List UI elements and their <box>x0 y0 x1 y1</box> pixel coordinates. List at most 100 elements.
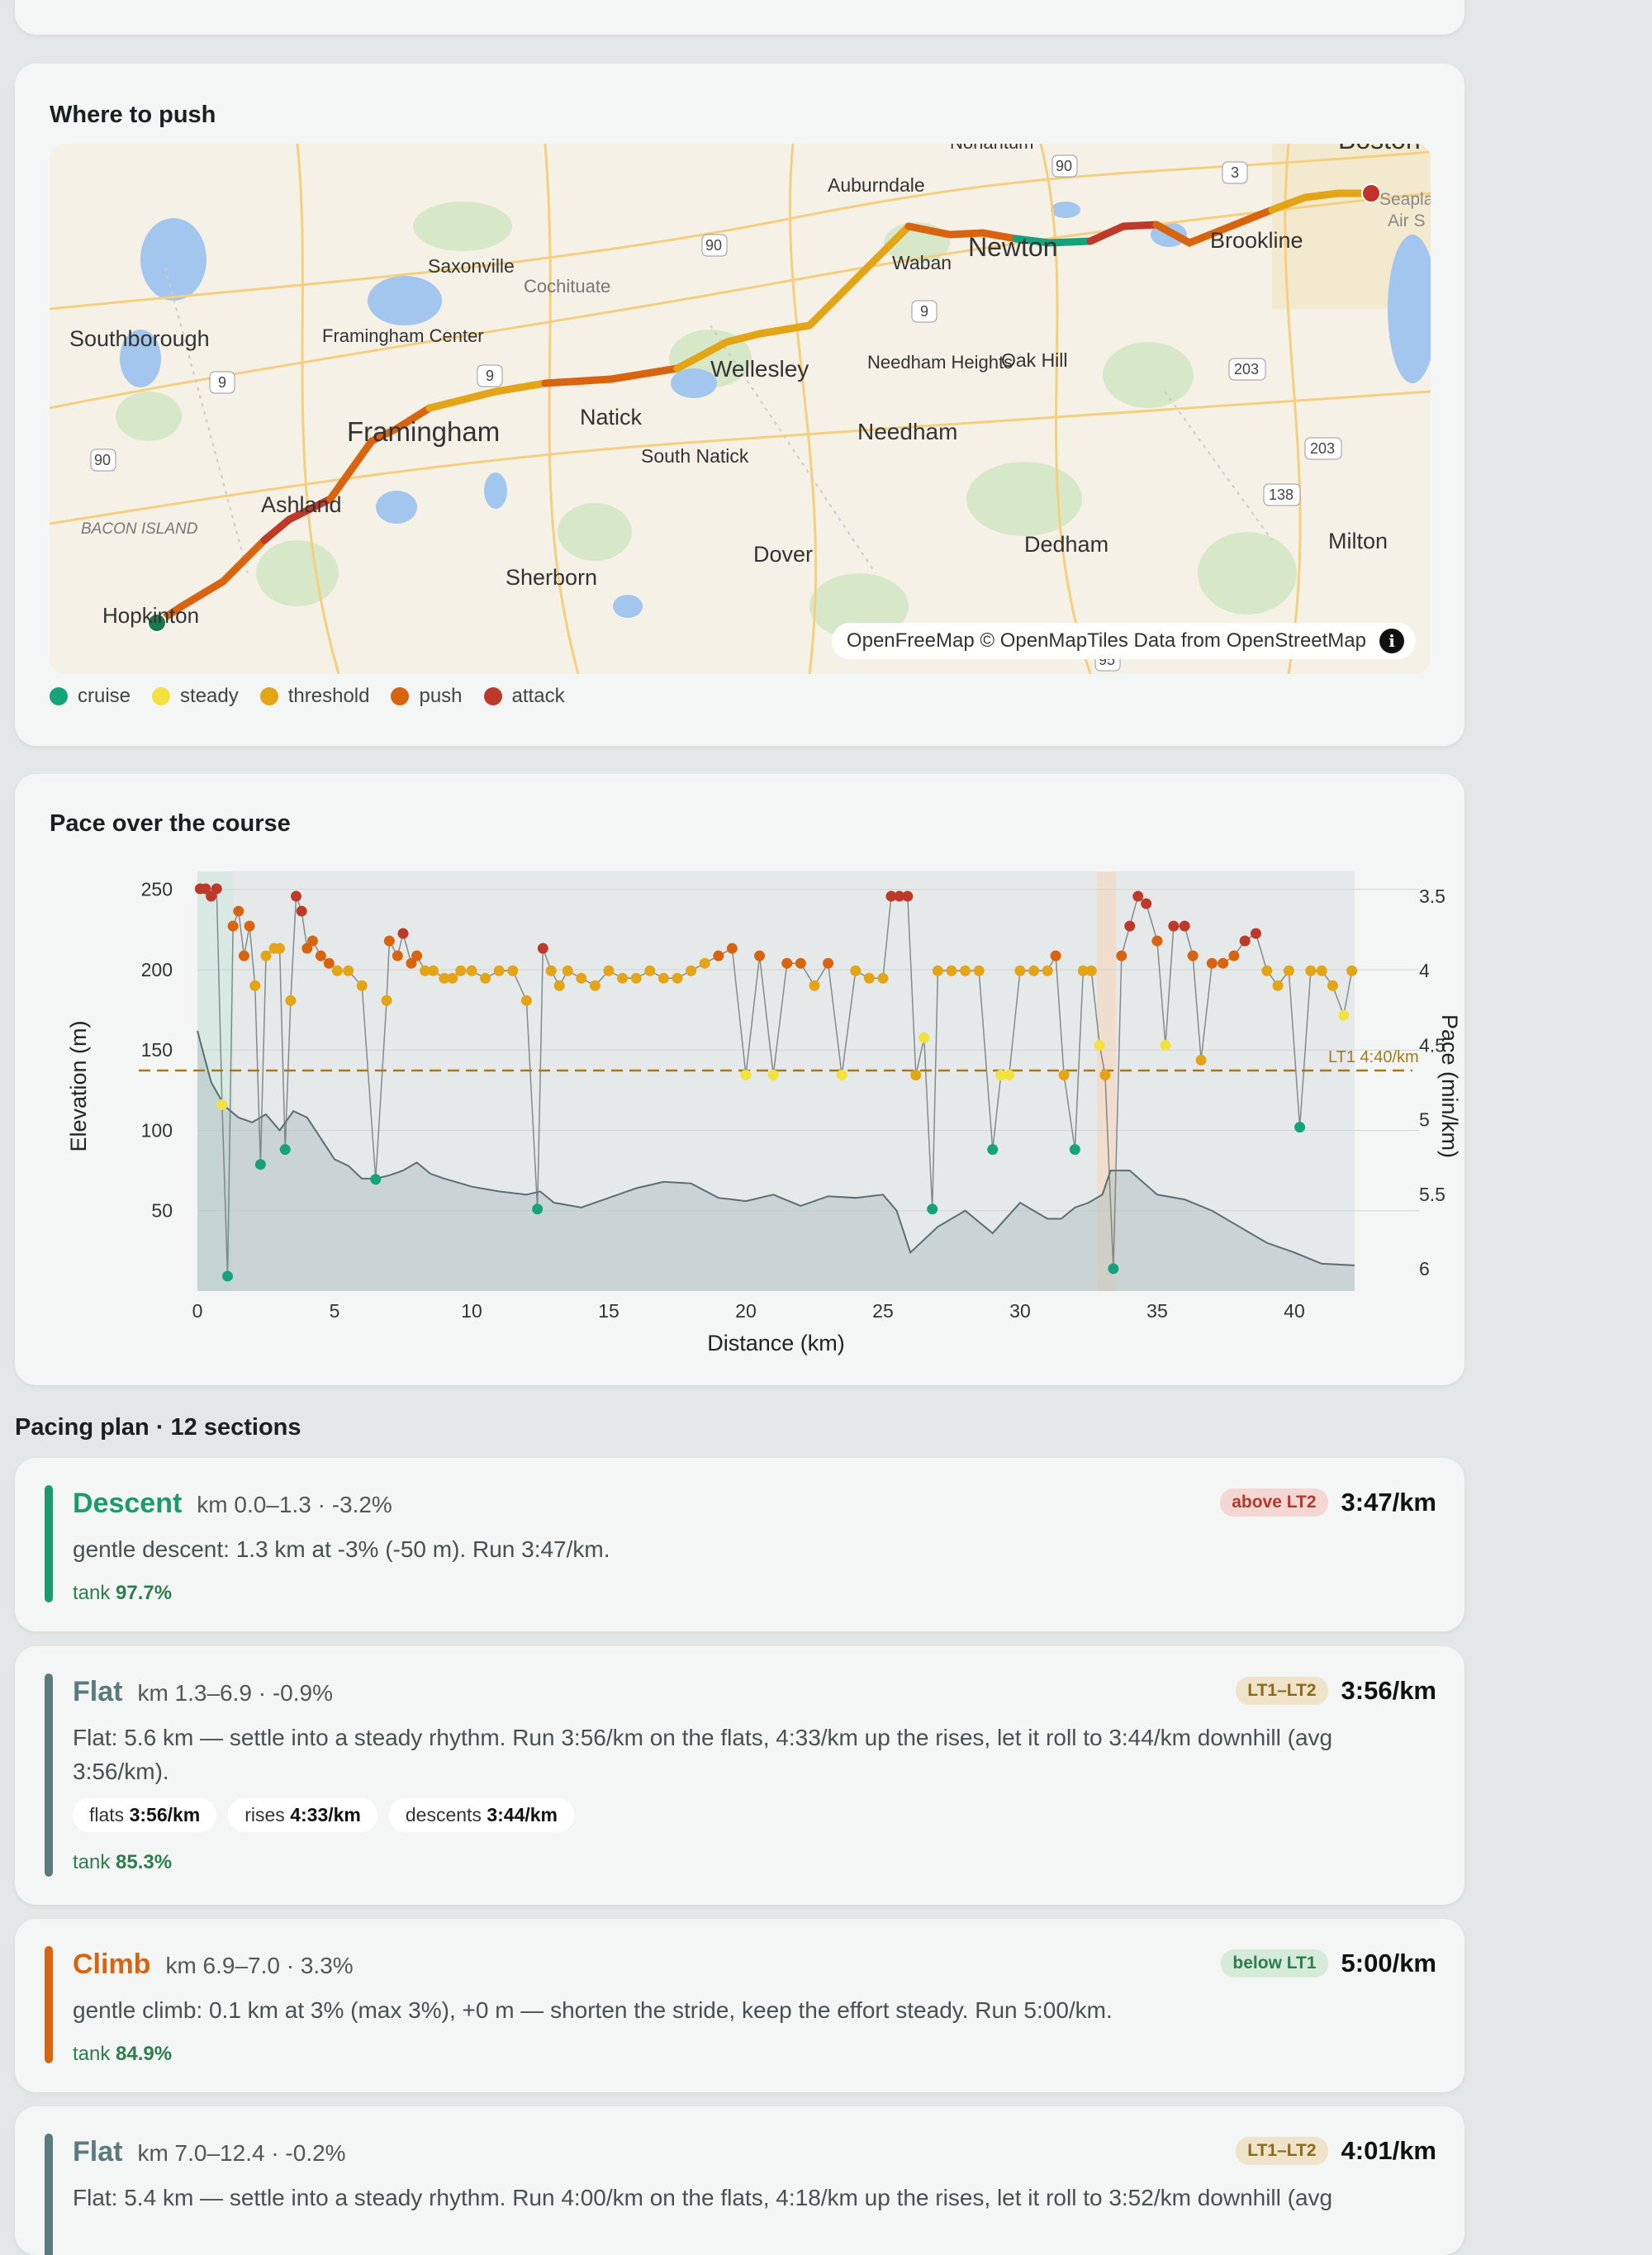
pace-point <box>1058 1069 1070 1080</box>
pace-point <box>809 980 820 991</box>
pace-point <box>238 950 249 961</box>
elevation-area <box>197 1030 1355 1291</box>
pill-label: flats <box>89 1804 125 1825</box>
pacing-plan-heading: Pacing plan · 12 sections <box>15 1414 301 1441</box>
section-description: gentle descent: 1.3 km at -3% (-50 m). R… <box>73 1536 610 1562</box>
pace-point <box>1250 928 1261 939</box>
y-left-axis-label: Elevation (m) <box>66 1020 91 1151</box>
section-range: km 6.9–7.0 · 3.3% <box>165 1953 354 1978</box>
pace-point <box>260 950 272 961</box>
place-label: Waban <box>892 252 952 273</box>
pace-point <box>331 965 343 976</box>
plan-section-card[interactable]: Climb km 6.9–7.0 · 3.3% below LT1 5:00/k… <box>15 1919 1464 2092</box>
pace-point <box>657 972 669 984</box>
legend-label: cruise <box>78 685 131 707</box>
plan-section-card[interactable]: Flat km 1.3–6.9 · -0.9% LT1–LT2 3:56/km … <box>15 1646 1464 1905</box>
finish-marker[interactable] <box>1361 183 1381 203</box>
pace-point <box>244 920 255 932</box>
pace-point <box>447 972 458 984</box>
tank-level: tank 84.9% <box>73 2043 172 2066</box>
tank-value: 84.9% <box>116 2043 173 2065</box>
pace-point <box>576 972 587 984</box>
pace-point <box>1004 1069 1015 1080</box>
route-shield: 90 <box>1056 158 1072 174</box>
pace-point <box>455 965 467 976</box>
pace-pill: descents 3:44/km <box>388 1798 574 1832</box>
legend-item: cruise <box>50 685 131 708</box>
pace-point <box>630 972 642 984</box>
pace-point <box>1218 957 1229 969</box>
x-tick-label: 10 <box>461 1300 482 1322</box>
y-right-tick-label: 5 <box>1419 1109 1430 1131</box>
section-pace: 5:00/km <box>1341 1949 1436 1977</box>
attribution-text[interactable]: OpenFreeMap © OpenMapTiles Data from Ope… <box>846 629 1366 652</box>
pace-point <box>200 883 211 895</box>
pace-point <box>863 972 875 984</box>
pace-point <box>301 942 313 954</box>
place-label: Nonantum <box>950 144 1034 153</box>
zone-badge: below LT1 <box>1221 1949 1328 1977</box>
section-color-bar <box>45 2134 53 2255</box>
section-range: km 7.0–12.4 · -0.2% <box>137 2140 346 2166</box>
place-label: Auburndale <box>828 174 925 196</box>
plan-section-card[interactable]: Descent km 0.0–1.3 · -3.2% above LT2 3:4… <box>15 1458 1464 1631</box>
section-description: Flat: 5.6 km — settle into a steady rhyt… <box>73 1725 1333 1784</box>
pace-point <box>781 957 793 969</box>
section-pace: 4:01/km <box>1341 2136 1436 2165</box>
pace-point <box>850 965 862 976</box>
pace-point <box>428 965 439 976</box>
place-label: Needham <box>857 419 957 444</box>
pill-value: 4:33/km <box>290 1804 361 1825</box>
map-card-title: Where to push <box>50 102 216 128</box>
legend-dot-icon <box>483 687 502 705</box>
legend-dot-icon <box>152 687 171 705</box>
start-marker[interactable] <box>147 613 167 633</box>
pace-elevation-chart[interactable]: 50 100 150 200 250 0 5 10 15 20 25 30 35 40 3.5 4 4.5 5 5.… <box>15 774 1464 1385</box>
place-label: Needham Heights <box>867 352 1013 373</box>
pace-point <box>1151 935 1163 947</box>
pace-point <box>356 980 368 991</box>
pace-card-title: Pace over the course <box>50 810 291 837</box>
pace-point <box>1094 1039 1105 1051</box>
legend-item: push <box>391 685 463 708</box>
zone-badge: LT1–LT2 <box>1236 1677 1328 1705</box>
route-map[interactable]: Nonantum Auburndale Boston Waban Newton … <box>50 144 1431 674</box>
pace-point <box>1346 965 1358 976</box>
tank-value: 97.7% <box>116 1582 173 1604</box>
pace-point <box>1160 1039 1171 1051</box>
info-icon[interactable]: i <box>1379 629 1404 653</box>
pace-point <box>1069 1144 1080 1156</box>
plan-section-card[interactable]: Flat km 7.0–12.4 · -0.2% LT1–LT2 4:01/km… <box>15 2106 1464 2255</box>
pace-point <box>370 1174 382 1185</box>
x-tick-label: 15 <box>598 1300 620 1322</box>
pace-point <box>713 950 724 961</box>
place-label: South Natick <box>641 445 749 467</box>
pace-point <box>411 950 423 961</box>
pace-point <box>1028 965 1040 976</box>
place-label: Saxonville <box>428 255 515 277</box>
pace-point <box>323 957 335 969</box>
pace-point <box>1124 920 1136 932</box>
pace-point <box>406 957 417 969</box>
effort-legend: cruise steady threshold push attack <box>50 685 586 708</box>
pace-point <box>291 890 302 902</box>
pace-point <box>343 965 354 976</box>
y-left-tick-label: 50 <box>151 1200 173 1222</box>
section-header: Flat km 1.3–6.9 · -0.9% <box>73 1676 333 1708</box>
pace-point <box>254 1159 266 1170</box>
pace-point <box>315 950 326 961</box>
y-left-tick-label: 250 <box>141 879 173 900</box>
pace-point <box>686 965 697 976</box>
map-attribution[interactable]: OpenFreeMap © OpenMapTiles Data from Ope… <box>831 623 1416 659</box>
tank-label: tank <box>73 2043 111 2065</box>
pace-point <box>960 965 971 976</box>
pace-point <box>1206 957 1218 969</box>
pace-point <box>973 965 985 976</box>
pace-point <box>381 995 392 1006</box>
section-description: Flat: 5.4 km — settle into a steady rhyt… <box>73 2185 1333 2210</box>
legend-item: steady <box>152 685 239 708</box>
section-description: gentle climb: 0.1 km at 3% (max 3%), +0 … <box>73 1997 1113 2023</box>
section-color-bar <box>45 1946 53 2063</box>
route-shield: 203 <box>1234 361 1259 377</box>
map-canvas[interactable]: Nonantum Auburndale Boston Waban Newton … <box>50 144 1431 674</box>
